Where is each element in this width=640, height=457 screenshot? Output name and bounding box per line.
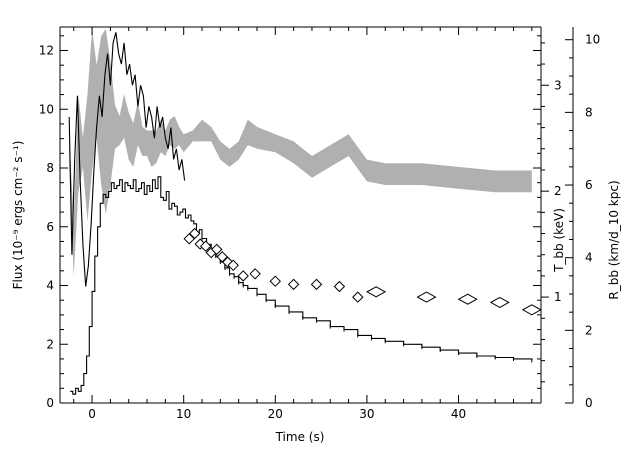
temperature-point bbox=[352, 291, 364, 303]
y-right-r-axis-title: R_bb (km/d_10 kpc) bbox=[607, 180, 621, 299]
temperature-point bbox=[489, 296, 510, 308]
y-r-tick-label: 6 bbox=[585, 178, 593, 192]
y-left-tick-label: 0 bbox=[46, 396, 54, 410]
y-t-tick-label: 1 bbox=[554, 290, 562, 304]
y-r-tick-label: 8 bbox=[585, 105, 593, 119]
y-left-tick-label: 6 bbox=[46, 220, 54, 234]
temperature-point bbox=[188, 227, 201, 240]
temperature-point bbox=[521, 304, 542, 316]
y-left-tick-label: 8 bbox=[46, 161, 54, 175]
y-right-t-axis-title: T_bb (keV) bbox=[552, 208, 566, 273]
y-left-tick-label: 2 bbox=[46, 337, 54, 351]
y-left-axis-title: Flux (10⁻⁹ ergs cm⁻² s⁻¹) bbox=[11, 141, 25, 290]
x-tick-label: 40 bbox=[451, 407, 466, 421]
y-t-tick-label: 2 bbox=[554, 184, 562, 198]
y-r-tick-label: 4 bbox=[585, 251, 593, 265]
y-left-tick-label: 4 bbox=[46, 279, 54, 293]
temperature-point bbox=[216, 251, 228, 263]
temperature-point bbox=[416, 291, 437, 303]
temperature-point bbox=[269, 275, 282, 287]
temperature-point bbox=[287, 278, 300, 291]
x-tick-label: 10 bbox=[176, 407, 191, 421]
temperature-point bbox=[366, 286, 387, 298]
temperature-line bbox=[68, 32, 186, 287]
temperature-point bbox=[310, 278, 323, 291]
radius-band bbox=[69, 28, 532, 276]
radius-band-layer bbox=[69, 28, 532, 276]
temperature-point bbox=[457, 293, 478, 305]
x-tick-label: 30 bbox=[359, 407, 374, 421]
x-tick-label: 20 bbox=[268, 407, 283, 421]
x-axis-title: Time (s) bbox=[275, 430, 325, 444]
marker-layer bbox=[183, 227, 542, 316]
plot-frame-group bbox=[59, 26, 574, 404]
temperature-point bbox=[183, 233, 195, 245]
x-tick-label: 0 bbox=[88, 407, 96, 421]
temperature-point bbox=[199, 240, 212, 252]
temperature-point bbox=[227, 259, 239, 272]
temperature-point bbox=[237, 270, 249, 282]
y-left-tick-label: 12 bbox=[39, 44, 54, 58]
flux-line bbox=[70, 176, 533, 395]
y-t-tick-label: 3 bbox=[554, 78, 562, 92]
line-layer bbox=[68, 32, 533, 395]
temperature-point bbox=[333, 280, 346, 293]
y-r-tick-label: 0 bbox=[585, 396, 593, 410]
y-left-tick-label: 10 bbox=[39, 102, 54, 116]
y-r-tick-label: 10 bbox=[585, 33, 600, 47]
temperature-point bbox=[249, 268, 261, 280]
temperature-point bbox=[210, 243, 223, 256]
y-r-tick-label: 2 bbox=[585, 323, 593, 337]
